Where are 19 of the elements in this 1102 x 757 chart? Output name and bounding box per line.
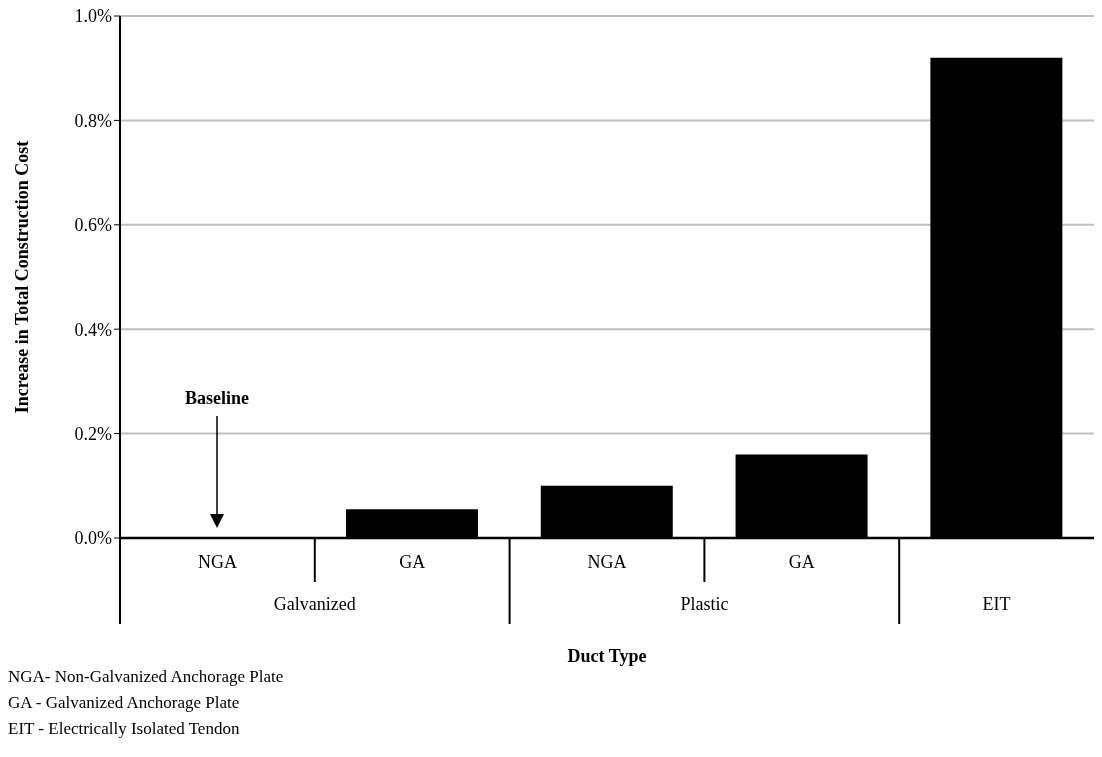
text: GA - Galvanized Anchorage Plate xyxy=(8,692,241,714)
y-tick-label: 0.4% xyxy=(74,319,112,340)
y-tick-label: 0.8% xyxy=(74,110,112,131)
y-tick-label: 0.6% xyxy=(74,215,112,236)
x-tick-label: NGA xyxy=(587,552,627,572)
x-tick-label: NGA xyxy=(197,552,237,572)
text: EIT - Electrically Isolated Tendon xyxy=(8,718,241,740)
text: EIT xyxy=(982,594,1011,614)
y-tick-label: 1.0% xyxy=(74,6,112,27)
y-axis-title: Increase in Total Construction Cost xyxy=(12,140,33,414)
x-axis-title: Duct Type xyxy=(567,646,647,666)
text: Plastic xyxy=(680,594,729,614)
text: Galvanized xyxy=(273,594,356,614)
y-tick-label: 0.2% xyxy=(74,423,112,444)
text: NGA- Non-Galvanized Anchorage Plate xyxy=(8,667,284,686)
y-tick-label: 0.0% xyxy=(74,528,112,549)
x-tick-label: GA xyxy=(399,552,426,572)
x-tick-label: GA xyxy=(788,552,815,572)
annotation: Baseline xyxy=(185,388,250,408)
